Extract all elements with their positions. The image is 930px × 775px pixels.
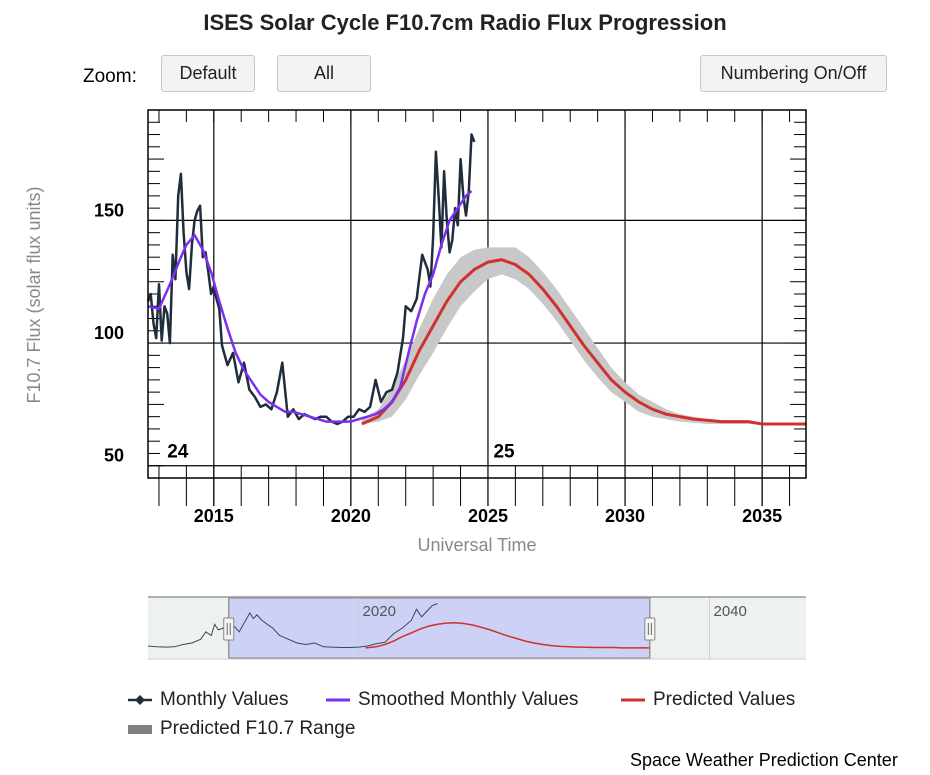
numbering-toggle-button[interactable]: Numbering On/Off xyxy=(700,55,887,92)
legend-label-predicted: Predicted Values xyxy=(653,689,796,710)
x-tick-label-2035: 2035 xyxy=(742,506,782,526)
navigator-left-handle[interactable] xyxy=(223,598,235,658)
x-tick-labels: 2015 2020 2025 2030 2035 xyxy=(194,506,782,526)
navigator-history-line xyxy=(147,603,438,648)
navigator-handle-grip xyxy=(223,617,235,641)
y-tick-label-150: 150 xyxy=(94,200,124,220)
zoom-label: Zoom: xyxy=(83,66,137,87)
y-axis-label: F10.7 Flux (solar flux units) xyxy=(24,186,44,403)
navigator-predicted-line xyxy=(365,622,650,649)
chart-title: ISES Solar Cycle F10.7cm Radio Flux Prog… xyxy=(203,10,727,35)
x-tick-label-2020: 2020 xyxy=(331,506,371,526)
plot-frame xyxy=(147,109,807,479)
main-plot: 2015 2020 2025 2030 2035 50 100 150 24 25 Unive… xyxy=(24,109,807,555)
navigator-label-2020: 2020 xyxy=(363,603,396,620)
predicted-values-line xyxy=(361,258,806,426)
smoothed-values-line xyxy=(147,190,473,423)
monthly-legend-icon xyxy=(128,695,152,705)
credit-text: Space Weather Prediction Center xyxy=(630,750,898,770)
range-legend-icon xyxy=(128,725,152,734)
navigator-labels: 2020 2040 xyxy=(363,603,747,620)
legend-label-monthly: Monthly Values xyxy=(160,689,289,710)
smoothed-legend-icon xyxy=(326,698,350,702)
cycle-label-25: 25 xyxy=(493,442,515,463)
x-tick-label-2030: 2030 xyxy=(605,506,645,526)
legend-label-smoothed: Smoothed Monthly Values xyxy=(358,689,579,710)
y-tick-label-100: 100 xyxy=(94,323,124,343)
navigator-selection[interactable] xyxy=(228,597,651,659)
cycle-labels: 24 25 xyxy=(167,442,515,463)
navigator-right-handle[interactable] xyxy=(644,598,656,658)
zoom-all-button[interactable]: All xyxy=(277,55,371,92)
predicted-legend-icon xyxy=(621,698,645,702)
grid xyxy=(148,110,806,478)
zoom-default-button[interactable]: Default xyxy=(161,55,255,92)
monthly-values-line xyxy=(146,133,476,426)
y-tick-labels: 50 100 150 xyxy=(94,200,124,465)
navigator[interactable]: 2020 2040 xyxy=(147,596,806,660)
x-axis-label: Universal Time xyxy=(417,535,536,555)
predicted-range-band xyxy=(361,247,806,424)
y-tick-label-50: 50 xyxy=(104,446,124,466)
navigator-label-2040: 2040 xyxy=(713,603,746,620)
navigator-handle-grip xyxy=(644,617,656,641)
minor-ticks xyxy=(148,109,806,506)
cycle-label-24: 24 xyxy=(167,442,189,463)
navigator-gridlines xyxy=(358,598,710,658)
legend-label-range: Predicted F10.7 Range xyxy=(160,718,356,739)
x-tick-label-2025: 2025 xyxy=(468,506,508,526)
x-tick-label-2015: 2015 xyxy=(194,506,234,526)
